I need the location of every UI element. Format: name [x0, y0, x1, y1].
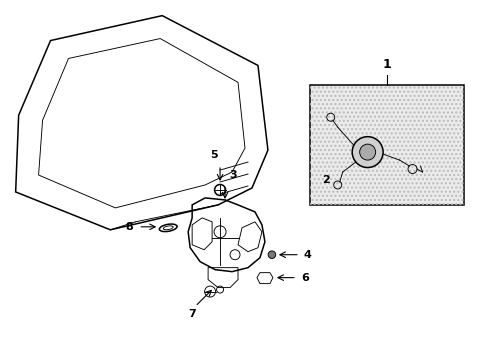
Bar	[309, 85, 464, 205]
Circle shape	[267, 251, 275, 258]
Text: 2: 2	[321, 175, 329, 185]
Text: 3: 3	[228, 170, 236, 180]
Circle shape	[351, 137, 382, 167]
Bar	[309, 85, 464, 205]
Text: 6: 6	[300, 273, 308, 283]
Text: 5: 5	[210, 150, 218, 160]
Text: 7: 7	[188, 310, 196, 319]
Text: 4: 4	[303, 250, 311, 260]
Text: 8: 8	[125, 222, 133, 232]
Text: 1: 1	[382, 58, 391, 71]
Circle shape	[359, 144, 375, 160]
